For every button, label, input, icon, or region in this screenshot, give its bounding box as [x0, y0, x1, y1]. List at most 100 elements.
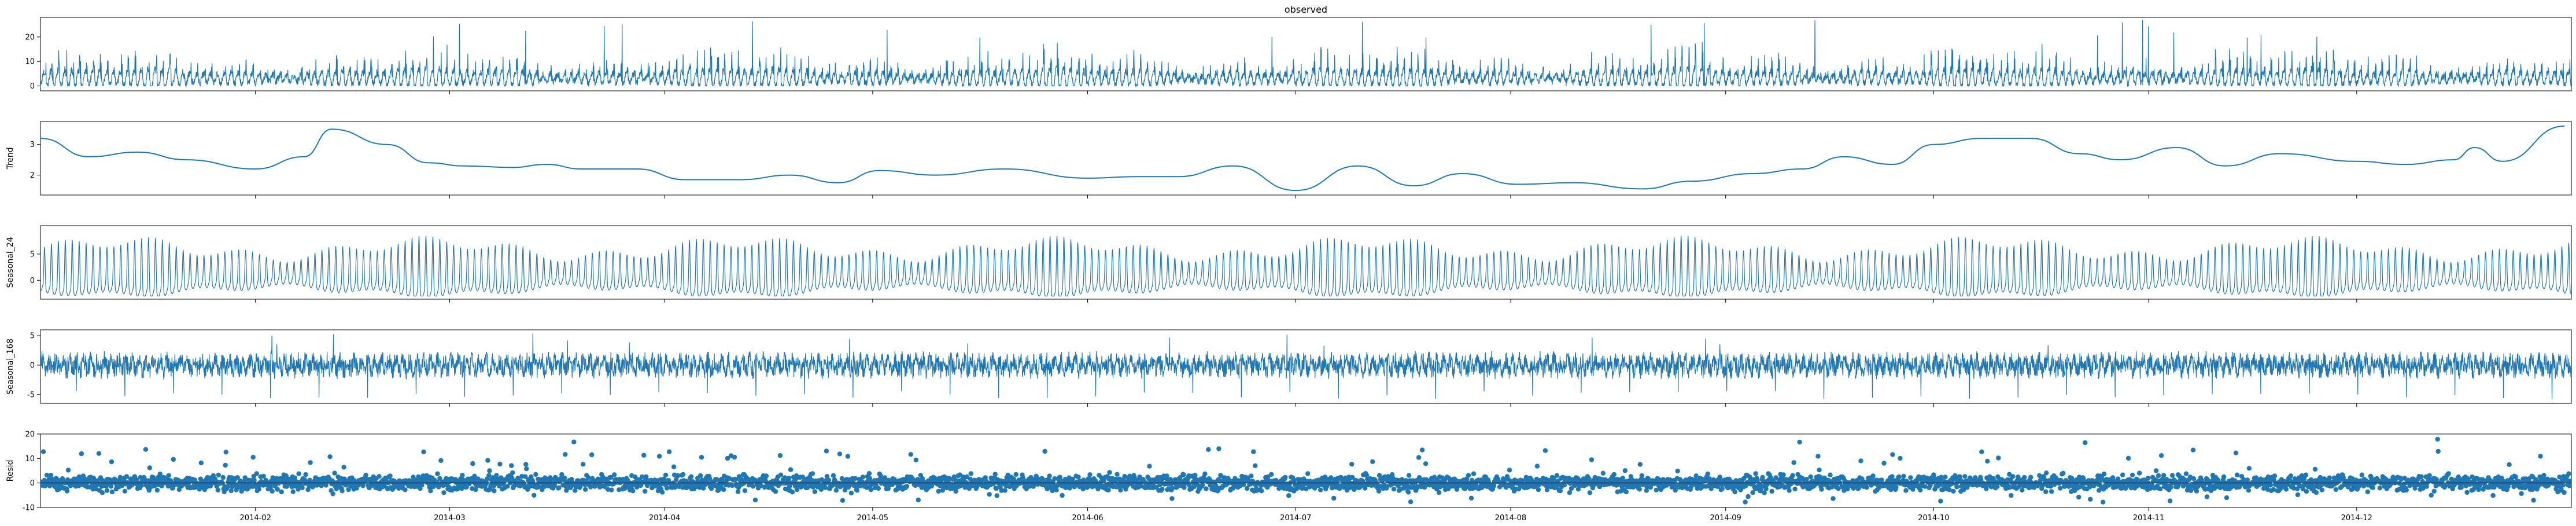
resid-point: [1961, 487, 1966, 492]
resid-point: [1516, 486, 1522, 492]
y-axis-label: Resid: [6, 460, 15, 482]
resid-point: [421, 449, 426, 455]
resid-point: [1364, 473, 1370, 478]
axes-frame: [40, 225, 2572, 300]
y-tick-label: 0: [30, 361, 35, 370]
resid-point: [256, 487, 261, 492]
panel-3: 0 5 Seasonal_24: [6, 225, 2572, 303]
resid-point: [225, 484, 230, 490]
resid-point: [1491, 483, 1497, 488]
resid-point: [953, 488, 958, 494]
resid-point: [2464, 490, 2470, 495]
resid-point: [2477, 483, 2482, 488]
resid-point: [2541, 473, 2547, 478]
resid-point: [1251, 449, 1256, 454]
resid-point: [571, 439, 577, 444]
resid-point: [2009, 493, 2014, 498]
resid-point: [377, 474, 382, 479]
y-tick-label: 20: [25, 33, 35, 42]
resid-point: [1984, 486, 1989, 491]
resid-point: [532, 492, 537, 498]
resid-point: [1894, 484, 1899, 490]
resid-point: [876, 485, 881, 491]
resid-point: [139, 483, 145, 488]
resid-point: [2319, 487, 2324, 492]
resid-point: [2058, 485, 2063, 491]
resid-point: [1245, 485, 1250, 491]
resid-point: [1523, 474, 1529, 480]
y-axis-label: Seasonal_168: [6, 339, 15, 395]
resid-point: [2568, 483, 2571, 488]
resid-point: [697, 473, 703, 478]
resid-point: [1750, 490, 1755, 495]
resid-point: [1114, 472, 1120, 477]
resid-point: [1589, 457, 1595, 462]
y-tick-label: 0: [30, 479, 35, 488]
resid-point: [58, 480, 64, 485]
resid-point: [523, 462, 529, 467]
resid-point: [752, 497, 758, 503]
resid-point: [1637, 487, 1642, 492]
resid-point: [223, 450, 228, 455]
resid-point: [2037, 473, 2042, 478]
resid-points: [40, 436, 2571, 505]
resid-point: [1817, 468, 1822, 473]
resid-point: [640, 474, 645, 480]
resid-point: [216, 472, 221, 478]
resid-point: [509, 463, 514, 468]
resid-point: [99, 490, 105, 495]
resid-point: [773, 489, 778, 494]
resid-point: [2404, 487, 2409, 493]
resid-point: [1758, 487, 1763, 493]
y-tick-label: 10: [25, 58, 35, 67]
resid-point: [2368, 474, 2374, 480]
resid-point: [987, 492, 992, 497]
resid-point: [2435, 448, 2441, 454]
resid-point: [387, 473, 393, 479]
resid-point: [1755, 478, 1760, 484]
resid-point: [1830, 496, 1836, 501]
resid-point: [1200, 482, 1205, 488]
resid-point: [332, 470, 337, 476]
resid-point: [2113, 484, 2119, 490]
resid-point: [833, 488, 839, 493]
series-line: [40, 236, 2571, 297]
resid-point: [589, 452, 595, 458]
resid-point: [505, 484, 510, 489]
resid-point: [1060, 492, 1065, 498]
resid-point: [2271, 487, 2276, 492]
resid-point: [487, 468, 492, 473]
resid-point: [1881, 461, 1887, 466]
resid-point: [341, 465, 346, 470]
resid-point: [242, 475, 248, 480]
resid-point: [1995, 484, 2000, 489]
resid-point: [524, 466, 529, 472]
resid-point: [1193, 473, 1198, 478]
resid-point: [300, 485, 305, 491]
resid-point: [2287, 478, 2293, 484]
resid-point: [908, 452, 914, 457]
resid-point: [411, 474, 416, 480]
resid-point: [2245, 477, 2250, 483]
resid-point: [2557, 474, 2562, 480]
resid-point: [108, 484, 114, 489]
resid-point: [1507, 468, 1512, 473]
resid-point: [2562, 490, 2567, 495]
resid-point: [1815, 454, 1821, 459]
resid-point: [239, 488, 244, 494]
resid-point: [104, 488, 110, 493]
resid-point: [307, 477, 312, 483]
resid-point: [1551, 476, 1557, 481]
x-tick-label: 2014-04: [649, 514, 680, 523]
resid-point: [1762, 490, 1767, 495]
resid-point: [664, 485, 670, 491]
resid-point: [2519, 491, 2524, 496]
resid-point: [486, 473, 492, 478]
resid-point: [2161, 473, 2167, 478]
resid-point: [2168, 485, 2173, 490]
resid-point: [2559, 487, 2564, 492]
resid-point: [1348, 485, 1353, 490]
resid-point: [2288, 473, 2294, 479]
resid-point: [994, 493, 999, 498]
resid-point: [2190, 447, 2196, 453]
